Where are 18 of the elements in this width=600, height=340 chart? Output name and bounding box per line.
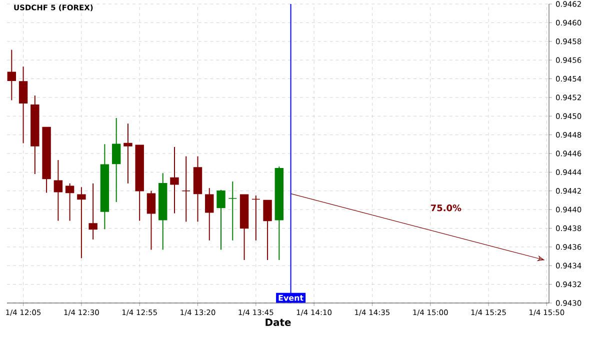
candlestick xyxy=(170,146,179,214)
candlestick xyxy=(216,189,226,250)
candlestick xyxy=(77,186,86,259)
candlestick xyxy=(7,49,16,101)
candlestick xyxy=(54,160,63,222)
x-axis-title: Date xyxy=(266,318,291,326)
candlestick xyxy=(88,182,98,240)
candlestick xyxy=(124,123,132,184)
candlestick xyxy=(182,156,190,222)
candlestick xyxy=(263,200,272,261)
annotation: 75.0% xyxy=(430,204,462,212)
candlestick xyxy=(252,195,260,241)
candlestick xyxy=(18,66,28,144)
candlestick xyxy=(205,188,214,241)
candlestick xyxy=(112,117,121,203)
candlestick xyxy=(146,190,156,250)
candlestick xyxy=(228,181,237,241)
candlestick xyxy=(65,182,74,222)
